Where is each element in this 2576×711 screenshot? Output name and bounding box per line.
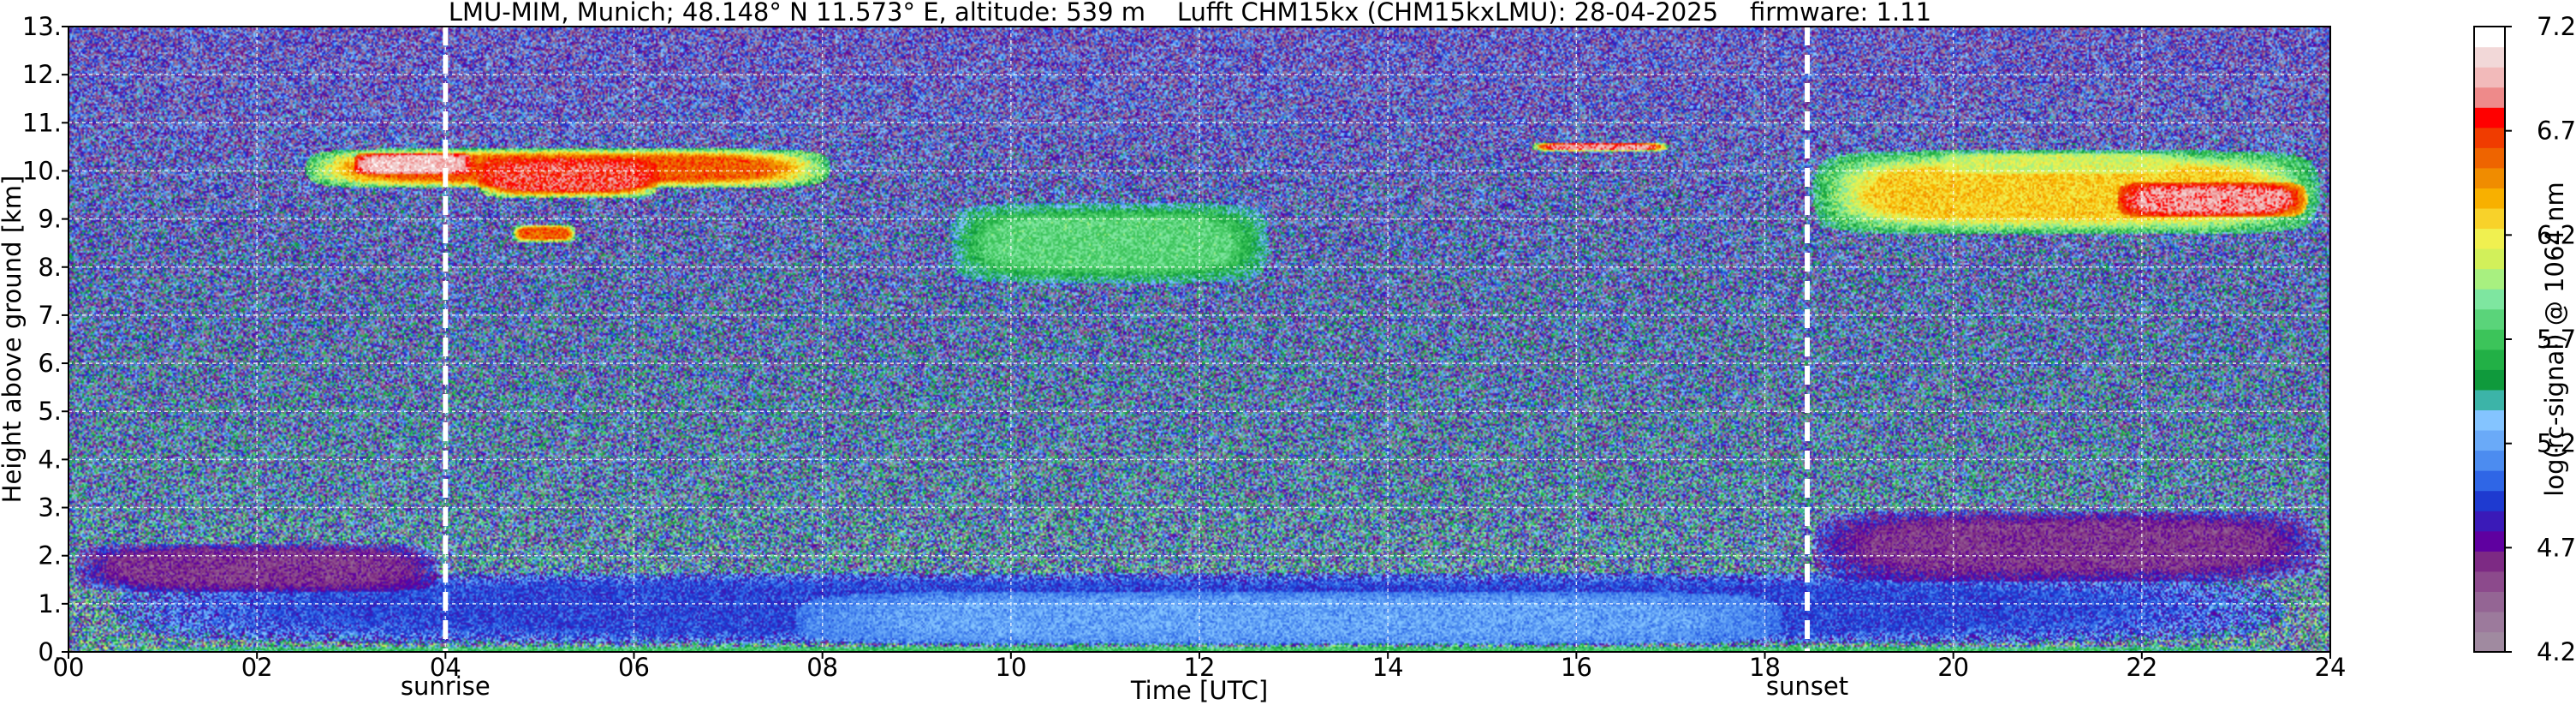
sunset-label: sunset [1766, 672, 1848, 701]
colorbar-swatch [2474, 631, 2505, 653]
x-axis-ticks: 00 02 04 06 08 10 12 14 16 18 20 22 24 [53, 652, 2347, 682]
colorbar-swatch [2474, 349, 2505, 370]
heatmap-image [68, 27, 2330, 652]
x-tick-label: 14 [1372, 653, 1404, 682]
colorbar-swatch [2474, 87, 2505, 108]
sun-marker-lines [443, 27, 1811, 652]
colorbar-swatch [2474, 450, 2505, 471]
x-tick-label: 00 [53, 653, 85, 682]
y-axis-label: Height above ground [km] [0, 176, 27, 504]
y-tick-label: 7. [38, 301, 62, 330]
x-tick-label: 02 [241, 653, 273, 682]
y-axis-ticks: 0. 1. 2. 3. 4. 5. 6. 7. 8. 9. 10. 11. 12. 13. [22, 12, 68, 666]
colorbar-tick-label: 4.2 [2537, 637, 2576, 666]
x-tick-label: 16 [1561, 653, 1592, 682]
colorbar-swatch [2474, 268, 2505, 290]
colorbar-swatch [2474, 470, 2505, 492]
colorbar-swatch [2474, 147, 2505, 169]
y-tick-label: 11. [22, 108, 62, 137]
colorbar-swatch [2474, 490, 2505, 511]
y-tick-label: 4. [38, 445, 62, 474]
y-tick-label: 8. [38, 253, 62, 282]
x-tick-label: 24 [2315, 653, 2347, 682]
x-tick-label: 08 [806, 653, 838, 682]
colorbar-swatch [2474, 429, 2505, 451]
colorbar-swatch [2474, 228, 2505, 249]
colorbar-swatch [2474, 289, 2505, 310]
colorbar-swatch [2474, 27, 2505, 48]
y-tick-label: 1. [38, 589, 62, 618]
x-tick-label: 04 [430, 653, 461, 682]
y-tick-label: 5. [38, 397, 62, 426]
colorbar-swatch [2474, 127, 2505, 148]
x-tick-label: 10 [995, 653, 1026, 682]
colorbar-ticks: 4.2 4.7 5.2 5.7 6.2 6.7 7.2 [2505, 12, 2576, 666]
colorbar-swatch [2474, 46, 2505, 68]
colorbar-tick-label: 7.2 [2537, 12, 2576, 41]
sunrise-label: sunrise [401, 672, 491, 701]
y-tick-label: 3. [38, 493, 62, 523]
colorbar-swatch [2474, 207, 2505, 230]
colorbar-tick-label: 5.2 [2537, 429, 2576, 458]
y-tick-label: 2. [38, 541, 62, 571]
y-tick-label: 10. [22, 156, 62, 185]
x-tick-label: 22 [2126, 653, 2157, 682]
y-tick-label: 13. [22, 12, 62, 41]
colorbar-swatch [2474, 611, 2505, 633]
colorbar-swatch [2474, 571, 2505, 592]
colorbar-swatch [2474, 511, 2505, 532]
colorbar-tick-label: 5.7 [2537, 325, 2576, 354]
colorbar-tick-label: 6.7 [2537, 117, 2576, 146]
x-tick-label: 20 [1937, 653, 1969, 682]
colorbar-tick-label: 4.7 [2537, 533, 2576, 562]
colorbar-swatch [2474, 369, 2505, 391]
x-tick-label: 12 [1184, 653, 1216, 682]
colorbar [2473, 26, 2506, 653]
plot-area [68, 26, 2331, 653]
colorbar-swatch [2474, 188, 2505, 209]
x-axis-label: Time [UTC] [1130, 676, 1268, 705]
chart-title: LMU-MIM, Munich; 48.148° N 11.573° E, al… [449, 0, 1931, 27]
colorbar-swatch [2474, 329, 2505, 350]
colorbar-label: log(rc-signal) @ 1064 nm [2540, 182, 2569, 496]
colorbar-swatch [2474, 409, 2505, 431]
colorbar-swatch [2474, 591, 2505, 612]
colorbar-swatch [2474, 248, 2505, 270]
colorbar-swatch [2474, 389, 2505, 411]
y-tick-label: 6. [38, 349, 62, 378]
x-tick-label: 18 [1749, 653, 1781, 682]
colorbar-tick-label: 6.2 [2537, 220, 2576, 249]
x-tick-label: 06 [618, 653, 650, 682]
y-tick-label: 0. [38, 637, 62, 666]
colorbar-swatch [2474, 107, 2505, 128]
colorbar-swatch [2474, 530, 2505, 552]
colorbar-swatch [2474, 167, 2505, 188]
colorbar-swatch [2474, 551, 2505, 572]
colorbar-swatch [2474, 308, 2505, 330]
y-tick-label: 12. [22, 60, 62, 89]
y-tick-label: 9. [38, 205, 62, 234]
colorbar-swatch [2474, 67, 2505, 88]
sun-marker-labels: sunrise sunset [401, 672, 1848, 701]
